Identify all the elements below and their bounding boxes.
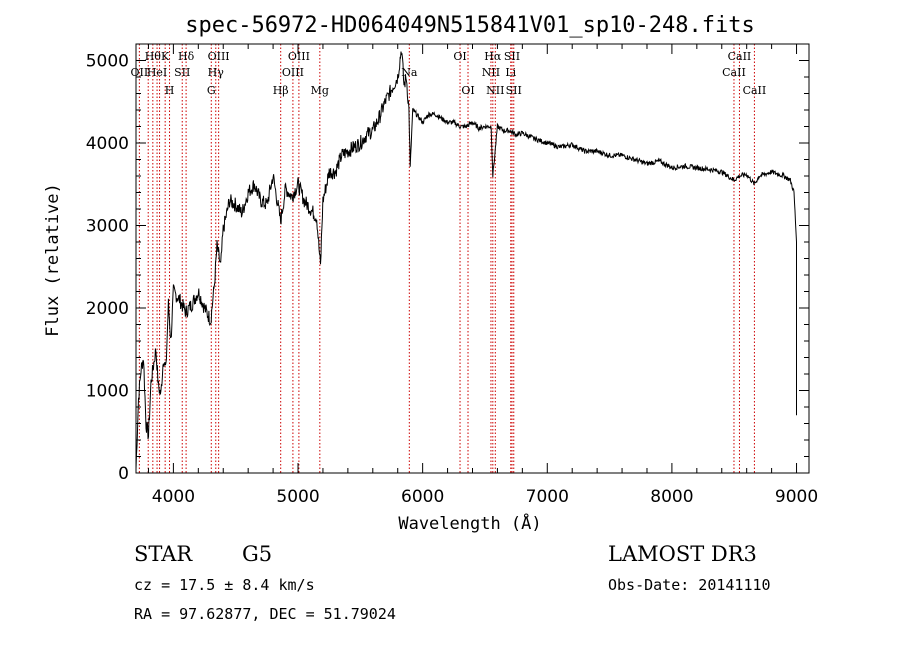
y-tick-label: 3000 xyxy=(86,217,129,237)
survey-name: LAMOST DR3 xyxy=(608,542,757,566)
line-marker-label: K xyxy=(161,50,170,63)
line-marker-label: SII xyxy=(174,66,190,79)
obs-date: Obs-Date: 20141110 xyxy=(608,576,771,594)
line-marker-label: Hα xyxy=(484,50,502,63)
line-marker-label: NII xyxy=(486,84,504,97)
y-tick-label: 5000 xyxy=(86,52,129,72)
line-marker-label: G xyxy=(207,84,216,97)
y-axis-label: Flux (relative) xyxy=(43,183,63,337)
object-subclass: G5 xyxy=(242,542,272,566)
chart-title: spec-56972-HD064049N515841V01_sp10-248.f… xyxy=(185,13,755,38)
x-tick-label: 9000 xyxy=(775,487,818,507)
plot-frame xyxy=(135,43,810,474)
line-marker-label: CaII xyxy=(728,50,752,63)
line-markers xyxy=(138,44,755,473)
coordinates: RA = 97.62877, DEC = 51.79024 xyxy=(134,605,396,623)
line-marker-label: OI xyxy=(453,50,466,63)
line-marker-label: Hθ xyxy=(145,50,162,63)
y-tick-label: 2000 xyxy=(86,299,129,319)
line-marker-label: OIII xyxy=(288,50,310,63)
line-marker-labels: OIIHθHeIKHSIIHδGHγOIIIHβOIIIOIIIMgNaOIOI… xyxy=(131,50,767,97)
line-marker-label: OII xyxy=(131,66,149,79)
line-marker-label: Mg xyxy=(311,84,329,97)
line-marker-label: Hδ xyxy=(178,50,195,63)
object-class: STAR xyxy=(134,542,193,566)
line-marker-label: SII xyxy=(506,84,522,97)
x-tick-label: 8000 xyxy=(650,487,693,507)
line-marker-label: Hγ xyxy=(208,66,225,79)
x-tick-label: 4000 xyxy=(152,487,195,507)
line-marker-label: HeI xyxy=(147,66,167,79)
y-tick-label: 1000 xyxy=(86,382,129,402)
line-marker-label: H xyxy=(165,84,175,97)
x-tick-label: 5000 xyxy=(276,487,319,507)
line-marker-label: SII xyxy=(504,50,520,63)
line-marker-label: CaII xyxy=(743,84,767,97)
y-tick-label: 4000 xyxy=(86,134,129,154)
line-marker-label: OIII xyxy=(282,66,304,79)
y-tick-label: 0 xyxy=(118,464,129,484)
line-marker-label: OIII xyxy=(208,50,230,63)
line-marker-label: NII xyxy=(482,66,500,79)
line-marker-label: CaII xyxy=(722,66,746,79)
line-marker-label: OI xyxy=(461,84,474,97)
line-marker-label: Li xyxy=(505,66,516,79)
line-marker-label: Hβ xyxy=(273,84,289,97)
redshift-readout: cz = 17.5 ± 8.4 km/s xyxy=(134,576,315,594)
x-axis-label: Wavelength (Å) xyxy=(398,512,541,534)
x-tick-label: 7000 xyxy=(526,487,569,507)
spectrum-line xyxy=(135,51,797,470)
x-tick-label: 6000 xyxy=(401,487,444,507)
axes: 4000 5000 6000 7000 8000 9000 0 1000 2000 3000 400… xyxy=(86,43,818,507)
